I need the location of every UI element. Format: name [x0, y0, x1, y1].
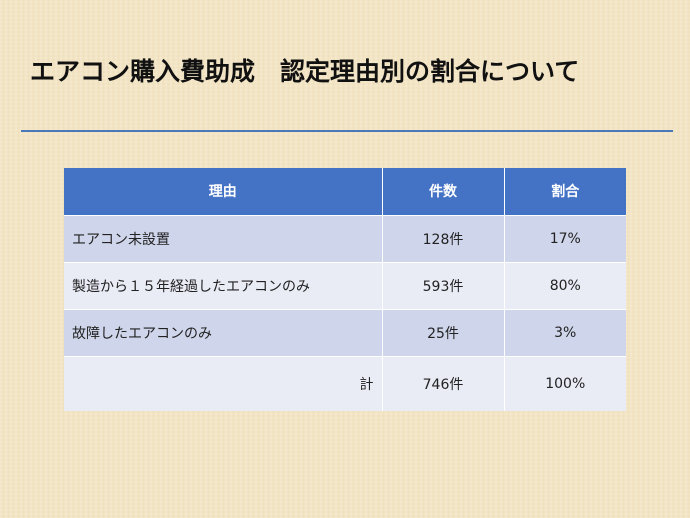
ratio-cell: 80% — [504, 261, 626, 309]
reason-table: 理由 件数 割合 エアコン未設置 128件 17% 製造から１５年経過したエアコ… — [64, 168, 626, 411]
total-ratio: 100% — [504, 355, 626, 411]
reason-cell: エアコン未設置 — [64, 214, 383, 262]
count-cell: 593件 — [382, 261, 505, 309]
header-reason: 理由 — [64, 168, 383, 215]
table-row: 故障したエアコンのみ 25件 3% — [64, 308, 626, 356]
ratio-cell: 17% — [504, 214, 626, 262]
table-row: 製造から１５年経過したエアコンのみ 593件 80% — [64, 261, 626, 309]
reason-cell: 故障したエアコンのみ — [64, 308, 383, 356]
header-count: 件数 — [382, 168, 505, 215]
table-header-row: 理由 件数 割合 — [64, 168, 626, 215]
title-divider — [21, 130, 673, 132]
reason-cell: 製造から１５年経過したエアコンのみ — [64, 261, 383, 309]
count-cell: 25件 — [382, 308, 505, 356]
ratio-cell: 3% — [504, 308, 626, 356]
total-label: 計 — [64, 355, 383, 411]
header-ratio: 割合 — [504, 168, 626, 215]
page-title: エアコン購入費助成 認定理由別の割合について — [30, 57, 580, 86]
total-count: 746件 — [382, 355, 505, 411]
count-cell: 128件 — [382, 214, 505, 262]
table-row: エアコン未設置 128件 17% — [64, 214, 626, 262]
table-total-row: 計 746件 100% — [64, 355, 626, 411]
